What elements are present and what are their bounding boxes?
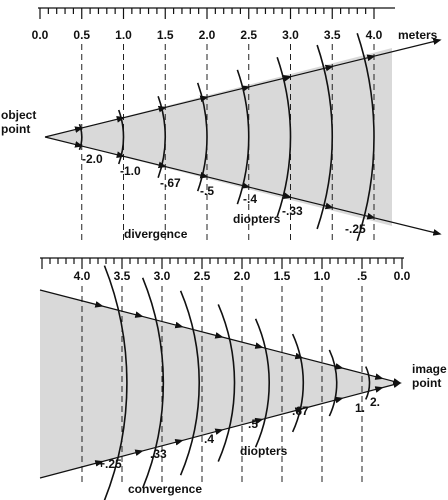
wavefront [117,109,125,165]
point-label: point [412,376,441,390]
wavefront [78,123,83,151]
vergence-label: -.5 [200,184,214,198]
vergence-label: -1.0 [120,164,141,178]
scale-label: 0.0 [32,28,49,42]
caption: divergence [124,227,188,241]
scale-label: 2.5 [240,28,257,42]
point-label: point [1,122,30,136]
caption: convergence [128,482,202,496]
scale-label: 3.0 [282,28,299,42]
vergence-label: -.25 [345,222,366,236]
vergence-label: .5 [248,417,258,431]
wavefront [291,333,305,433]
wavefront [141,277,165,489]
wavefront [316,44,334,230]
wavefront [356,33,375,241]
vergence-label: -.33 [282,204,303,218]
wavefront [196,82,208,192]
unit-label: diopters [233,212,281,226]
wavefront [236,69,250,205]
scale-label: 2.0 [234,269,251,283]
vergence-label: 1. [355,401,365,415]
wavefront [254,318,270,448]
shaded-wedge [45,48,392,226]
vergence-label: -.4 [243,192,257,206]
scale-label: 3.0 [154,269,171,283]
wavefront [365,366,371,400]
scale-label: 1.5 [157,28,174,42]
vergence-label: .4 [204,432,214,446]
vergence-label: -.67 [160,176,181,190]
vergence-label: .67 [292,404,309,418]
point-label: image [412,362,447,376]
vergence-label: +.25 [98,457,122,471]
wavefront [157,95,167,179]
wavefront [217,304,236,462]
scale-label: 3.5 [324,28,341,42]
ray [39,289,402,385]
vergence-label: -2.0 [82,152,103,166]
vergence-label: 2. [370,395,380,409]
scale-label: 4.0 [366,28,383,42]
ray [44,136,442,236]
scale-label: 2.5 [194,269,211,283]
scale-label: 0.5 [73,28,90,42]
scale-label: 4.0 [74,269,91,283]
unit-label: meters [398,28,438,42]
ray [44,38,442,138]
point-label: object [1,108,36,122]
scale-label: .5 [357,269,367,283]
wavefront [179,290,200,476]
scale-label: 0.0 [394,269,411,283]
wavefront [103,265,128,500]
vergence-label: .33 [150,447,167,461]
wavefront [328,349,338,417]
scale-label: 3.5 [114,269,131,283]
scale-label: 1.0 [314,269,331,283]
unit-label: diopters [240,444,288,458]
ray [39,381,402,479]
scale-label: 1.5 [274,269,291,283]
wavefront [276,57,292,217]
scale-label: 2.0 [199,28,216,42]
shaded-wedge [40,290,400,478]
scale-label: 1.0 [115,28,132,42]
